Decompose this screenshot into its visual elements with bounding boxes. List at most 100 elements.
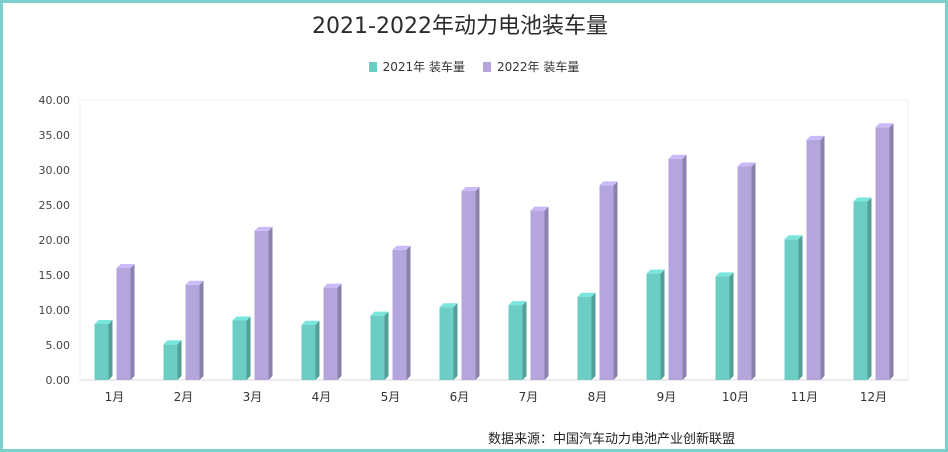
bar-side: [315, 320, 320, 380]
bar-top: [508, 301, 527, 306]
bar-top: [599, 181, 618, 186]
y-tick-label: 35.00: [39, 129, 71, 142]
bar-side: [384, 311, 389, 380]
bar-side: [820, 135, 825, 380]
bar-side: [660, 269, 665, 380]
bar-2021: [784, 239, 799, 380]
y-tick-label: 5.00: [46, 339, 71, 352]
bar-top: [232, 316, 251, 321]
bar-2021: [853, 201, 868, 380]
bar-2022: [737, 166, 752, 380]
bar-top: [116, 264, 135, 268]
bar-side: [751, 162, 756, 380]
bar-top: [784, 235, 803, 240]
bar-side: [729, 272, 734, 380]
bar-top: [668, 154, 687, 159]
bar-2022: [461, 191, 476, 380]
x-tick-label: 3月: [243, 390, 263, 404]
y-tick-label: 25.00: [39, 199, 71, 212]
bar-top: [254, 226, 273, 231]
bar-top: [185, 280, 204, 285]
bar-side: [337, 283, 342, 380]
x-tick-label: 9月: [657, 390, 677, 404]
bar-top: [94, 320, 113, 324]
bar-top: [392, 245, 411, 250]
bar-side: [475, 187, 480, 380]
x-tick-label: 11月: [791, 390, 818, 404]
x-tick-label: 6月: [450, 390, 470, 404]
bar-side: [613, 181, 618, 380]
bar-top: [737, 162, 756, 167]
bar-side: [177, 340, 182, 380]
bar-top: [577, 292, 596, 297]
bar-top: [439, 303, 458, 308]
bar-side: [544, 206, 549, 380]
legend-swatch-2021: [368, 61, 377, 72]
bar-2021: [94, 324, 109, 380]
bar-side: [246, 316, 251, 380]
bar-side: [130, 264, 135, 380]
bar-top: [323, 283, 342, 288]
bar-2021: [577, 296, 592, 380]
bar-side: [406, 245, 411, 380]
x-tick-label: 5月: [381, 390, 401, 404]
x-tick-label: 8月: [588, 390, 608, 404]
x-tick-label: 1月: [105, 390, 125, 404]
legend-label-2021: 2021年 装车量: [382, 60, 465, 74]
bar-top: [875, 123, 894, 128]
y-tick-label: 20.00: [39, 234, 71, 247]
y-tick-label: 10.00: [39, 304, 71, 317]
chart-title: 2021-2022年动力电池装车量: [312, 14, 608, 39]
plot-area: [79, 99, 909, 381]
chart-legend: 2021年 装车量 2022年 装车量: [0, 58, 948, 75]
bar-top: [853, 197, 872, 202]
legend-item-2022: 2022年 装车量: [483, 58, 579, 75]
legend-label-2022: 2022年 装车量: [497, 60, 580, 74]
y-tick-label: 30.00: [39, 164, 71, 177]
bar-2022: [254, 230, 269, 380]
x-tick-label: 7月: [519, 390, 539, 404]
bar-top: [646, 269, 665, 274]
bar-side: [522, 301, 527, 380]
bar-2022: [185, 284, 200, 380]
bar-2021: [715, 276, 730, 380]
y-tick-label: 40.00: [39, 94, 71, 107]
bar-side: [199, 280, 204, 380]
bar-2022: [599, 185, 614, 380]
bar-top: [530, 206, 549, 211]
bar-2022: [875, 127, 890, 380]
x-tick-label: 10月: [722, 390, 749, 404]
bar-2021: [508, 305, 523, 380]
bar-top: [301, 320, 320, 325]
y-tick-label: 15.00: [39, 269, 71, 282]
legend-item-2021: 2021年 装车量: [368, 58, 465, 75]
bar-top: [806, 135, 825, 140]
bar-2021: [301, 324, 316, 380]
bar-top: [461, 187, 480, 191]
bar-side: [591, 292, 596, 380]
bar-side: [108, 320, 113, 380]
bar-top: [370, 311, 389, 316]
legend-swatch-2022: [483, 61, 491, 72]
bar-2021: [370, 315, 385, 380]
bar-side: [889, 123, 894, 381]
bar-2022: [116, 268, 131, 380]
bar-top: [163, 340, 182, 345]
bar-side: [453, 303, 458, 380]
y-tick-label: 0.00: [46, 374, 71, 387]
bar-top: [715, 272, 734, 277]
x-tick-label: 12月: [860, 390, 887, 404]
bar-2022: [806, 139, 821, 380]
x-tick-label: 4月: [312, 390, 332, 404]
bar-2022: [530, 210, 545, 380]
bar-2022: [668, 158, 683, 380]
bar-2021: [646, 273, 661, 380]
bar-2022: [392, 249, 407, 380]
bar-side: [867, 197, 872, 380]
x-tick-label: 2月: [174, 390, 194, 404]
bar-2021: [163, 344, 178, 380]
bar-2022: [323, 287, 338, 380]
source-note: 数据来源：中国汽车动力电池产业创新联盟: [488, 432, 736, 447]
bar-side: [682, 154, 687, 380]
